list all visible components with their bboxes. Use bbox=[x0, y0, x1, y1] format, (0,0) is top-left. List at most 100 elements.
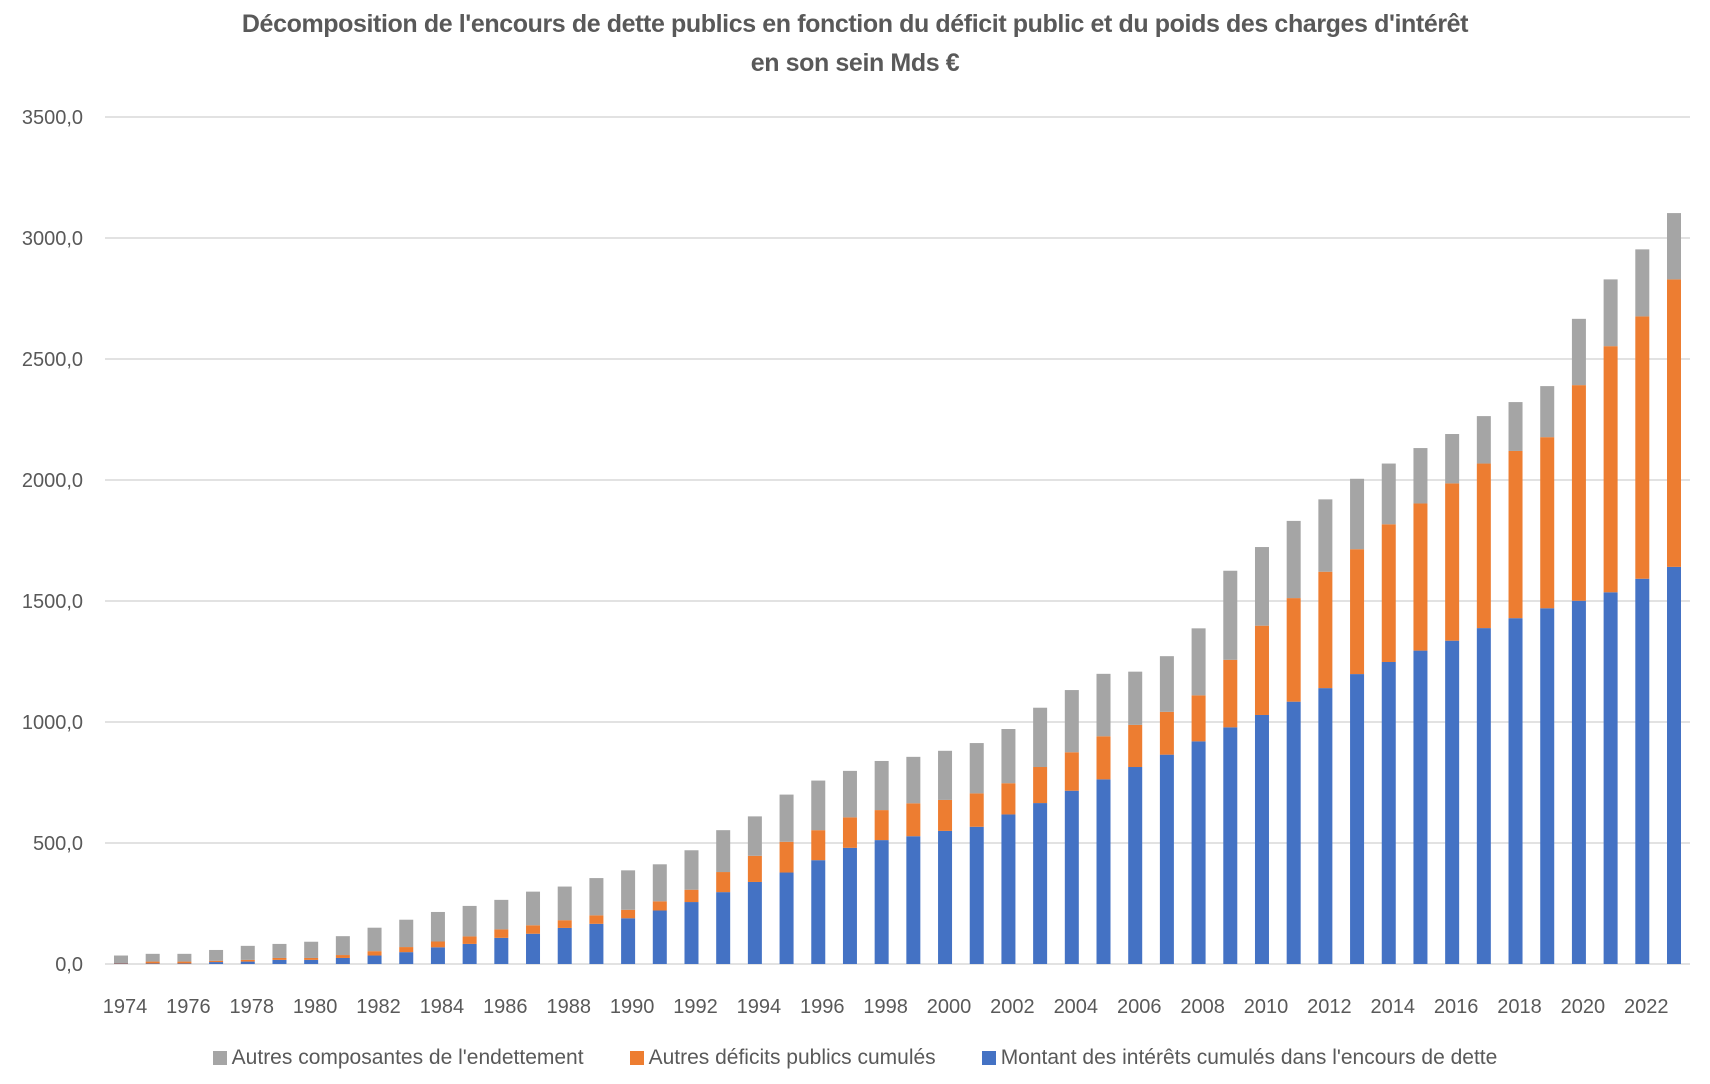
bar-segment-interest bbox=[652, 910, 667, 964]
bar-segment-deficits bbox=[1381, 524, 1396, 662]
x-axis-ticks: 1974 1976 1978 1980 1982 1984 1986 1988 1990 1992… bbox=[103, 996, 1669, 1018]
bar-segment-other bbox=[526, 891, 541, 926]
bars bbox=[114, 213, 1681, 964]
bar-segment-interest bbox=[399, 952, 414, 964]
bar-segment-other bbox=[1571, 318, 1586, 386]
bar-segment-deficits bbox=[494, 929, 509, 938]
bar-segment-deficits bbox=[652, 901, 667, 911]
bar-segment-deficits bbox=[367, 951, 382, 956]
x-tick-label: 1984 bbox=[420, 996, 465, 1018]
bar-segment-other bbox=[747, 816, 762, 856]
bar-segment-deficits bbox=[684, 889, 699, 903]
bar-segment-other bbox=[1159, 656, 1174, 712]
bar-segment-deficits bbox=[1033, 767, 1048, 804]
bar-segment-interest bbox=[589, 923, 604, 964]
bar-segment-interest bbox=[1191, 741, 1206, 964]
bar-segment-other bbox=[1667, 213, 1681, 280]
bar-segment-other bbox=[1254, 547, 1269, 626]
bar-segment-other bbox=[1033, 707, 1048, 768]
x-tick-label: 2018 bbox=[1497, 996, 1542, 1018]
bar-segment-other bbox=[1540, 386, 1555, 438]
bar-segment-other bbox=[272, 943, 287, 958]
bar-segment-deficits bbox=[842, 817, 857, 848]
x-tick-label: 1992 bbox=[673, 996, 718, 1018]
x-tick-label: 2000 bbox=[927, 996, 972, 1018]
bar-segment-deficits bbox=[1191, 695, 1206, 742]
legend: Autres composantes de l'endettement Autr… bbox=[0, 1046, 1710, 1070]
bar-segment-interest bbox=[779, 872, 794, 964]
bar-segment-other bbox=[1128, 671, 1143, 725]
legend-swatch-blue bbox=[981, 1051, 996, 1065]
bar-segment-interest bbox=[557, 927, 572, 964]
bar-segment-other bbox=[779, 794, 794, 842]
bar-segment-other bbox=[557, 886, 572, 921]
y-tick-label: 1500,0 bbox=[22, 591, 83, 613]
bar-segment-interest bbox=[1413, 650, 1428, 964]
bar-segment-interest bbox=[1159, 754, 1174, 964]
bar-segment-deficits bbox=[335, 955, 350, 958]
bar-segment-other bbox=[874, 760, 889, 811]
bar-segment-interest bbox=[716, 892, 731, 964]
legend-label: Autres déficits publics cumulés bbox=[648, 1046, 936, 1069]
bar-segment-other bbox=[1476, 416, 1491, 464]
x-tick-label: 1998 bbox=[863, 996, 908, 1018]
y-tick-label: 500,0 bbox=[33, 833, 83, 855]
x-tick-label: 2004 bbox=[1054, 996, 1099, 1018]
bar-segment-interest bbox=[1254, 714, 1269, 964]
bar-segment-interest bbox=[747, 881, 762, 964]
bar-segment-interest bbox=[842, 847, 857, 964]
bar-segment-other bbox=[209, 949, 224, 961]
bar-segment-deficits bbox=[811, 830, 826, 861]
bar-segment-interest bbox=[304, 959, 319, 964]
bar-segment-deficits bbox=[399, 947, 414, 953]
bar-segment-interest bbox=[684, 902, 699, 964]
y-tick-label: 3500,0 bbox=[22, 107, 83, 129]
bar-segment-interest bbox=[367, 955, 382, 964]
bar-segment-deficits bbox=[526, 925, 541, 934]
bar-segment-other bbox=[1413, 448, 1428, 504]
legend-item-cumulated-interest[interactable]: Montant des intérêts cumulés dans l'enco… bbox=[981, 1046, 1497, 1070]
bar-segment-interest bbox=[526, 933, 541, 964]
bar-segment-deficits bbox=[1476, 463, 1491, 629]
x-tick-label: 1980 bbox=[293, 996, 338, 1018]
x-tick-label: 2010 bbox=[1244, 996, 1289, 1018]
bar-segment-deficits bbox=[1318, 571, 1333, 689]
bar-segment-other bbox=[1001, 729, 1016, 784]
bar-segment-other bbox=[1350, 478, 1365, 550]
bar-segment-deficits bbox=[304, 957, 319, 960]
bar-segment-other bbox=[367, 927, 382, 952]
bar-segment-interest bbox=[1001, 814, 1016, 964]
bar-segment-deficits bbox=[874, 810, 889, 841]
bar-segment-interest bbox=[621, 918, 636, 964]
x-tick-label: 1976 bbox=[166, 996, 211, 1018]
bar-segment-interest bbox=[1318, 688, 1333, 964]
bar-segment-deficits bbox=[1603, 346, 1618, 593]
legend-item-other-components[interactable]: Autres composantes de l'endettement bbox=[212, 1046, 584, 1070]
y-axis-ticks: 0,0 500,0 1000,0 1500,0 2000,0 2500,0 3000,0 35… bbox=[22, 107, 83, 976]
bar-segment-interest bbox=[240, 961, 255, 964]
bar-segment-interest bbox=[1667, 566, 1681, 964]
legend-item-other-deficits[interactable]: Autres déficits publics cumulés bbox=[629, 1046, 936, 1070]
bar-segment-interest bbox=[209, 962, 224, 964]
bar-segment-interest bbox=[1635, 578, 1650, 964]
bar-segment-other bbox=[462, 905, 477, 937]
bar-segment-deficits bbox=[240, 959, 255, 962]
x-tick-label: 2008 bbox=[1180, 996, 1225, 1018]
bar-segment-other bbox=[1603, 279, 1618, 347]
x-tick-label: 1988 bbox=[546, 996, 591, 1018]
bar-segment-other bbox=[494, 899, 509, 930]
bar-segment-interest bbox=[1128, 767, 1143, 964]
bar-segment-interest bbox=[1445, 640, 1460, 964]
bar-segment-deficits bbox=[177, 961, 192, 964]
bar-segment-deficits bbox=[621, 909, 636, 919]
x-tick-label: 2016 bbox=[1434, 996, 1479, 1018]
bar-segment-interest bbox=[1540, 608, 1555, 964]
bar-segment-other bbox=[1286, 520, 1301, 599]
x-tick-label: 2022 bbox=[1624, 996, 1669, 1018]
bar-segment-deficits bbox=[1571, 385, 1586, 601]
bar-segment-other bbox=[1191, 628, 1206, 696]
x-tick-label: 1974 bbox=[103, 996, 148, 1018]
x-tick-label: 1986 bbox=[483, 996, 528, 1018]
bar-segment-other bbox=[399, 919, 414, 948]
